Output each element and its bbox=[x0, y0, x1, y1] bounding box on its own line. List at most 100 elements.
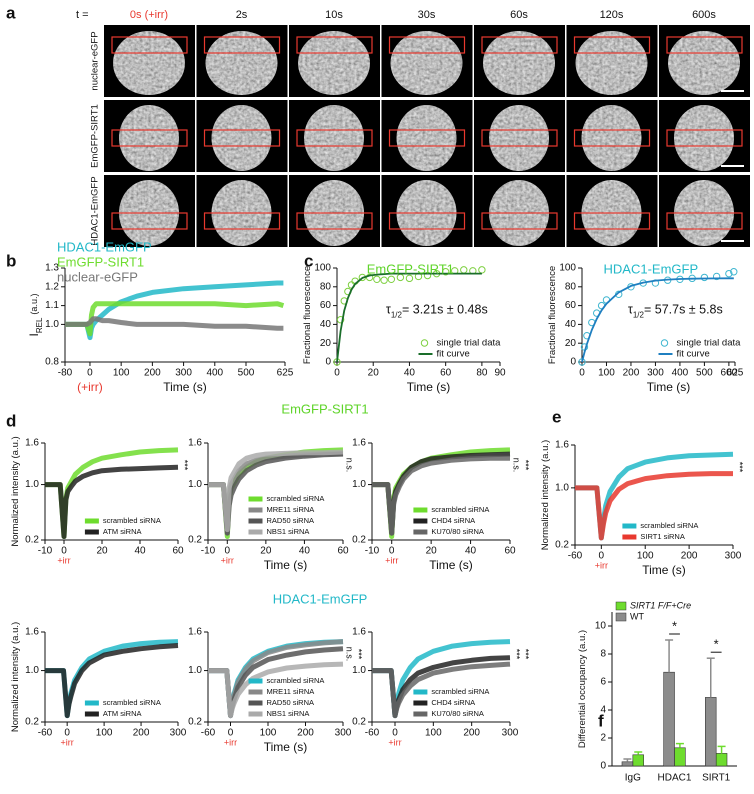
x-tick-label: 100 bbox=[113, 368, 130, 379]
legend-label: single trial data bbox=[437, 338, 502, 349]
y-axis-label-main: Normalized intensity (a.u.) bbox=[10, 622, 21, 732]
significance: n.s. bbox=[345, 458, 355, 473]
y-axis-label-main: Differential occupancy (a.u.) bbox=[577, 630, 588, 748]
x-tick-label: -60 bbox=[568, 551, 583, 562]
legend-label: CHD4 siRNA bbox=[431, 698, 475, 707]
y-tick-label: 60 bbox=[565, 300, 577, 311]
x-axis-label: Time (s) bbox=[264, 740, 308, 754]
roi-box bbox=[203, 212, 281, 230]
roi-box bbox=[111, 129, 188, 147]
time-label: 60s bbox=[510, 9, 528, 21]
y-tick-label: 1.6 bbox=[25, 627, 39, 638]
legend-label: scrambled siRNA bbox=[103, 698, 161, 707]
y-tick-label: 1.0 bbox=[188, 479, 202, 490]
x-tick-label: 200 bbox=[297, 728, 314, 739]
time-label: 120s bbox=[600, 9, 624, 21]
x-tick-label: 200 bbox=[133, 728, 150, 739]
x-tick-label: 60 bbox=[172, 546, 184, 557]
irr-label: +irr bbox=[388, 737, 401, 747]
bar bbox=[705, 697, 717, 767]
legend-marker bbox=[660, 339, 669, 347]
y-tick-label: 1.6 bbox=[188, 627, 202, 638]
legend-label: KU70/80 siRNA bbox=[431, 709, 484, 718]
legend-label: RAD50 siRNA bbox=[267, 698, 315, 707]
y-tick-label: 40 bbox=[320, 319, 332, 330]
legend-label: ATM siRNA bbox=[103, 527, 142, 536]
y-axis-label: Normalized intensity (a.u.) bbox=[10, 436, 21, 546]
data-point bbox=[712, 272, 721, 281]
nucleus bbox=[211, 105, 272, 171]
y-tick-label: 1.2 bbox=[45, 281, 59, 292]
legend-swatch bbox=[615, 612, 627, 622]
x-tick-label: 0 bbox=[87, 368, 93, 379]
roi-box bbox=[388, 212, 466, 230]
y-tick-label: 0.2 bbox=[555, 540, 569, 551]
x-tick-label: 200 bbox=[144, 368, 161, 379]
nucleus bbox=[489, 105, 549, 171]
x-tick-label: 300 bbox=[725, 551, 742, 562]
y-tick-label: 40 bbox=[565, 319, 577, 330]
legend-label: SIRT1 siRNA bbox=[640, 532, 684, 541]
nucleus bbox=[298, 31, 370, 95]
legend-label: scrambled siRNA bbox=[267, 676, 325, 685]
x-tick-label: -80 bbox=[58, 368, 73, 379]
x-tick-label: 20 bbox=[260, 546, 272, 557]
x-tick-label: 300 bbox=[502, 728, 519, 739]
roi-box bbox=[573, 212, 651, 230]
chart-title: HDAC1-EmGFP bbox=[604, 261, 699, 276]
nucleus bbox=[396, 105, 457, 171]
y-tick-label: 1.0 bbox=[188, 665, 202, 676]
legend-label: RAD50 siRNA bbox=[267, 516, 315, 525]
x-tick-label: 400 bbox=[206, 368, 223, 379]
legend-label: NBS1 siRNA bbox=[267, 709, 310, 718]
bar bbox=[674, 747, 686, 767]
x-axis-label: Time (s) bbox=[163, 380, 207, 394]
time-label: 600s bbox=[692, 9, 716, 21]
tau-subscript: 1/2 bbox=[391, 310, 403, 319]
data-point bbox=[387, 275, 396, 283]
legend-label: fit curve bbox=[677, 349, 710, 360]
roi-box bbox=[481, 36, 558, 54]
x-tick-label: 0 bbox=[61, 546, 67, 557]
series-line bbox=[336, 272, 482, 363]
x-tick-label: 0 bbox=[599, 551, 605, 562]
y-tick-label: 4 bbox=[600, 705, 606, 716]
legend-label: KU70/80 siRNA bbox=[431, 527, 484, 536]
roi-box bbox=[666, 129, 743, 147]
group-title: EmGFP-SIRT1 bbox=[281, 401, 368, 416]
nucleus bbox=[674, 105, 734, 171]
panel-label: b bbox=[6, 251, 16, 270]
x-tick-label: 500 bbox=[696, 368, 713, 379]
data-point bbox=[336, 316, 345, 324]
series-line bbox=[65, 301, 285, 337]
row-label: nuclear-eGFP bbox=[90, 31, 101, 90]
legend-label: scrambled siRNA bbox=[640, 521, 698, 530]
nucleus bbox=[483, 31, 555, 95]
y-tick-label: 0 bbox=[325, 357, 331, 368]
x-tick-label: 100 bbox=[637, 551, 654, 562]
y-tick-label: 100 bbox=[559, 263, 576, 274]
nucleus bbox=[119, 105, 179, 171]
x-tick-label: 300 bbox=[335, 728, 352, 739]
data-point bbox=[730, 268, 738, 276]
x-tick-label: 0 bbox=[392, 728, 398, 739]
nucleus bbox=[113, 31, 185, 95]
x-tick-label: IgG bbox=[625, 773, 641, 784]
group-title: HDAC1-EmGFP bbox=[273, 591, 368, 606]
x-tick-label: 100 bbox=[598, 368, 615, 379]
x-tick-label: 20 bbox=[368, 368, 380, 379]
series-line bbox=[208, 449, 344, 533]
bar bbox=[632, 754, 644, 767]
tau-subscript: 1/2 bbox=[633, 310, 645, 319]
bar bbox=[663, 671, 675, 767]
x-tick-label: 20 bbox=[96, 546, 108, 557]
y-tick-label: 0.2 bbox=[188, 535, 202, 546]
bar bbox=[621, 761, 634, 767]
x-tick-label: 0 bbox=[579, 368, 585, 379]
y-tick-label: 20 bbox=[565, 338, 577, 349]
x-tick-label: -10 bbox=[38, 546, 53, 557]
roi-box bbox=[296, 212, 373, 230]
legend-label: MRE11 siRNA bbox=[267, 505, 315, 514]
significance: *** bbox=[735, 462, 745, 473]
